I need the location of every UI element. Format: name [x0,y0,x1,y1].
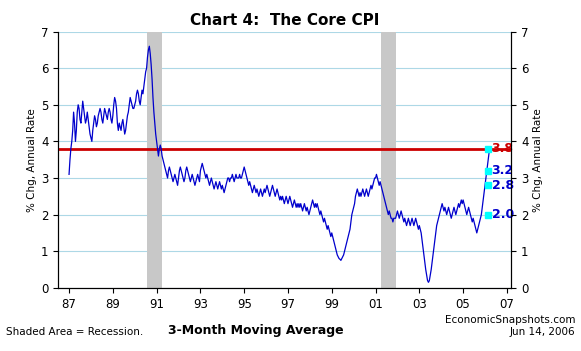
Text: 3.2: 3.2 [492,164,514,177]
Text: 2.8: 2.8 [492,179,514,192]
Text: Shaded Area = Recession.: Shaded Area = Recession. [6,327,143,337]
Text: 3.8: 3.8 [492,142,514,155]
Text: EconomicSnapshots.com
Jun 14, 2006: EconomicSnapshots.com Jun 14, 2006 [444,315,575,337]
Bar [381,32,396,288]
Bar [148,32,162,288]
Text: 2.0: 2.0 [492,208,514,221]
Y-axis label: % Chg, Annual Rate: % Chg, Annual Rate [27,108,37,212]
Title: Chart 4:  The Core CPI: Chart 4: The Core CPI [190,13,379,28]
Y-axis label: % Chg, Annual Rate: % Chg, Annual Rate [533,108,543,212]
Text: 3-Month Moving Average: 3-Month Moving Average [168,324,343,337]
